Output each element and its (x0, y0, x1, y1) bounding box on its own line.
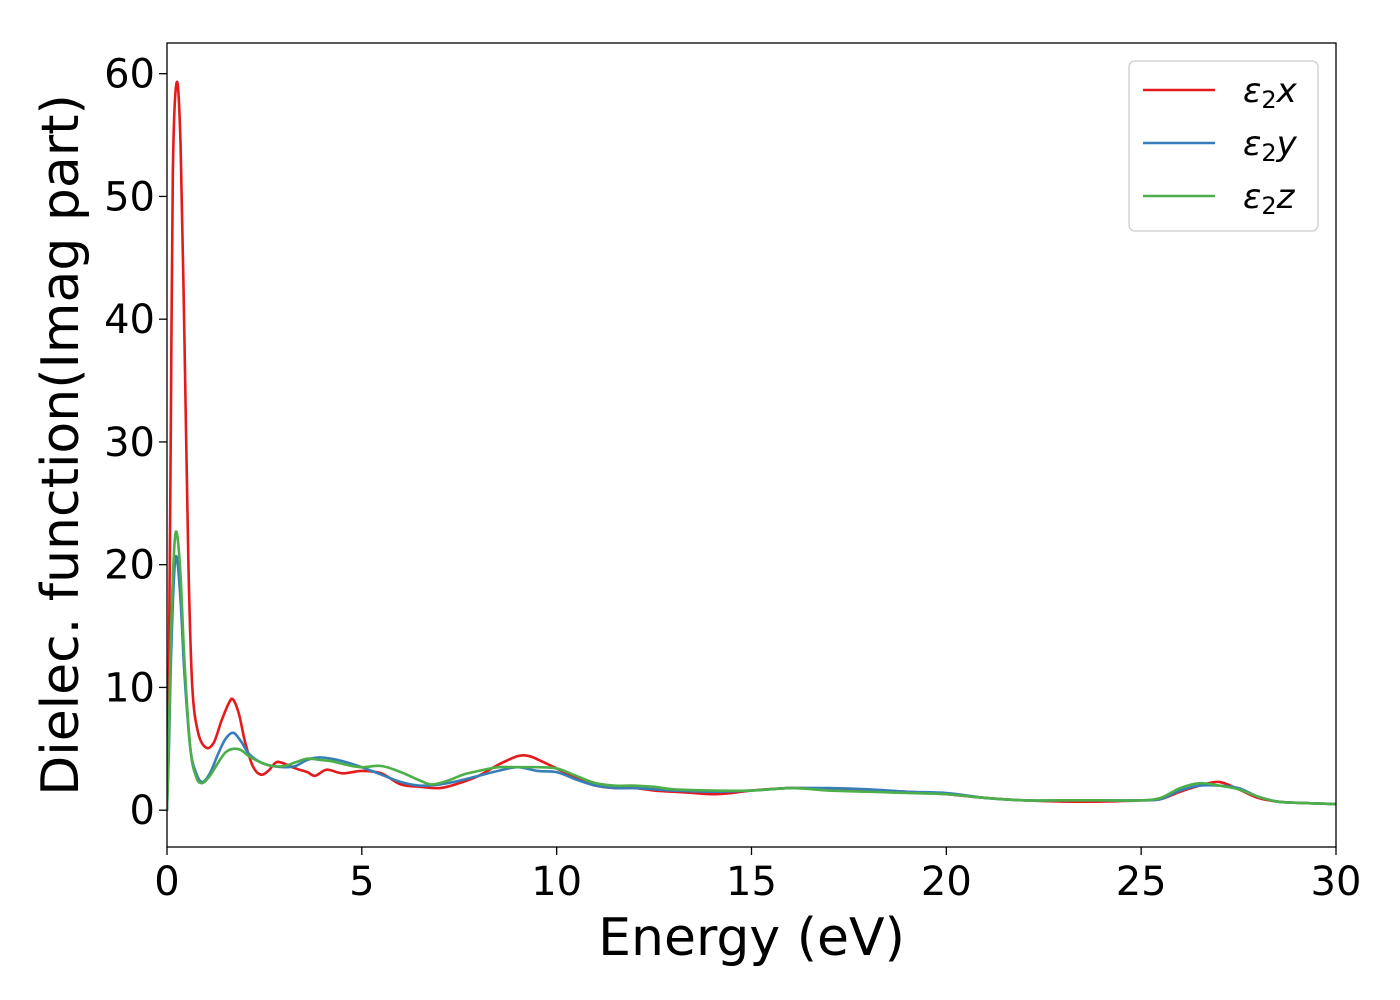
legend-box (1128, 60, 1319, 232)
series-layer (167, 80, 1336, 812)
legend: ε2x ε2y ε2z (1128, 60, 1319, 232)
x-tick-label: 5 (349, 859, 374, 905)
y-tick-label: 10 (104, 665, 155, 711)
y-tick-label: 20 (104, 543, 155, 589)
y-axis-label: Dielec. function(Imag part) (31, 94, 91, 796)
y-tick-label: 0 (130, 788, 155, 834)
x-tick-label: 10 (531, 859, 582, 905)
x-tick-label: 30 (1311, 859, 1362, 905)
series-line-z (167, 530, 1336, 812)
y-tick-label: 60 (104, 52, 155, 98)
x-axis-label: Energy (eV) (598, 908, 905, 968)
x-tick-label: 25 (1116, 859, 1167, 905)
x-tick-label: 20 (921, 859, 972, 905)
tick-layer: 0 5 10 15 20 25 30 0 10 20 30 40 50 60 (104, 52, 1361, 905)
y-tick-label: 30 (104, 420, 155, 466)
x-tick-label: 15 (726, 859, 777, 905)
y-tick-label: 50 (104, 174, 155, 220)
y-tick-label: 40 (104, 297, 155, 343)
x-tick-label: 0 (154, 859, 179, 905)
legend-label-y: ε2y (1243, 124, 1298, 167)
legend-label-z: ε2z (1243, 177, 1296, 220)
legend-label-x: ε2x (1243, 71, 1298, 114)
